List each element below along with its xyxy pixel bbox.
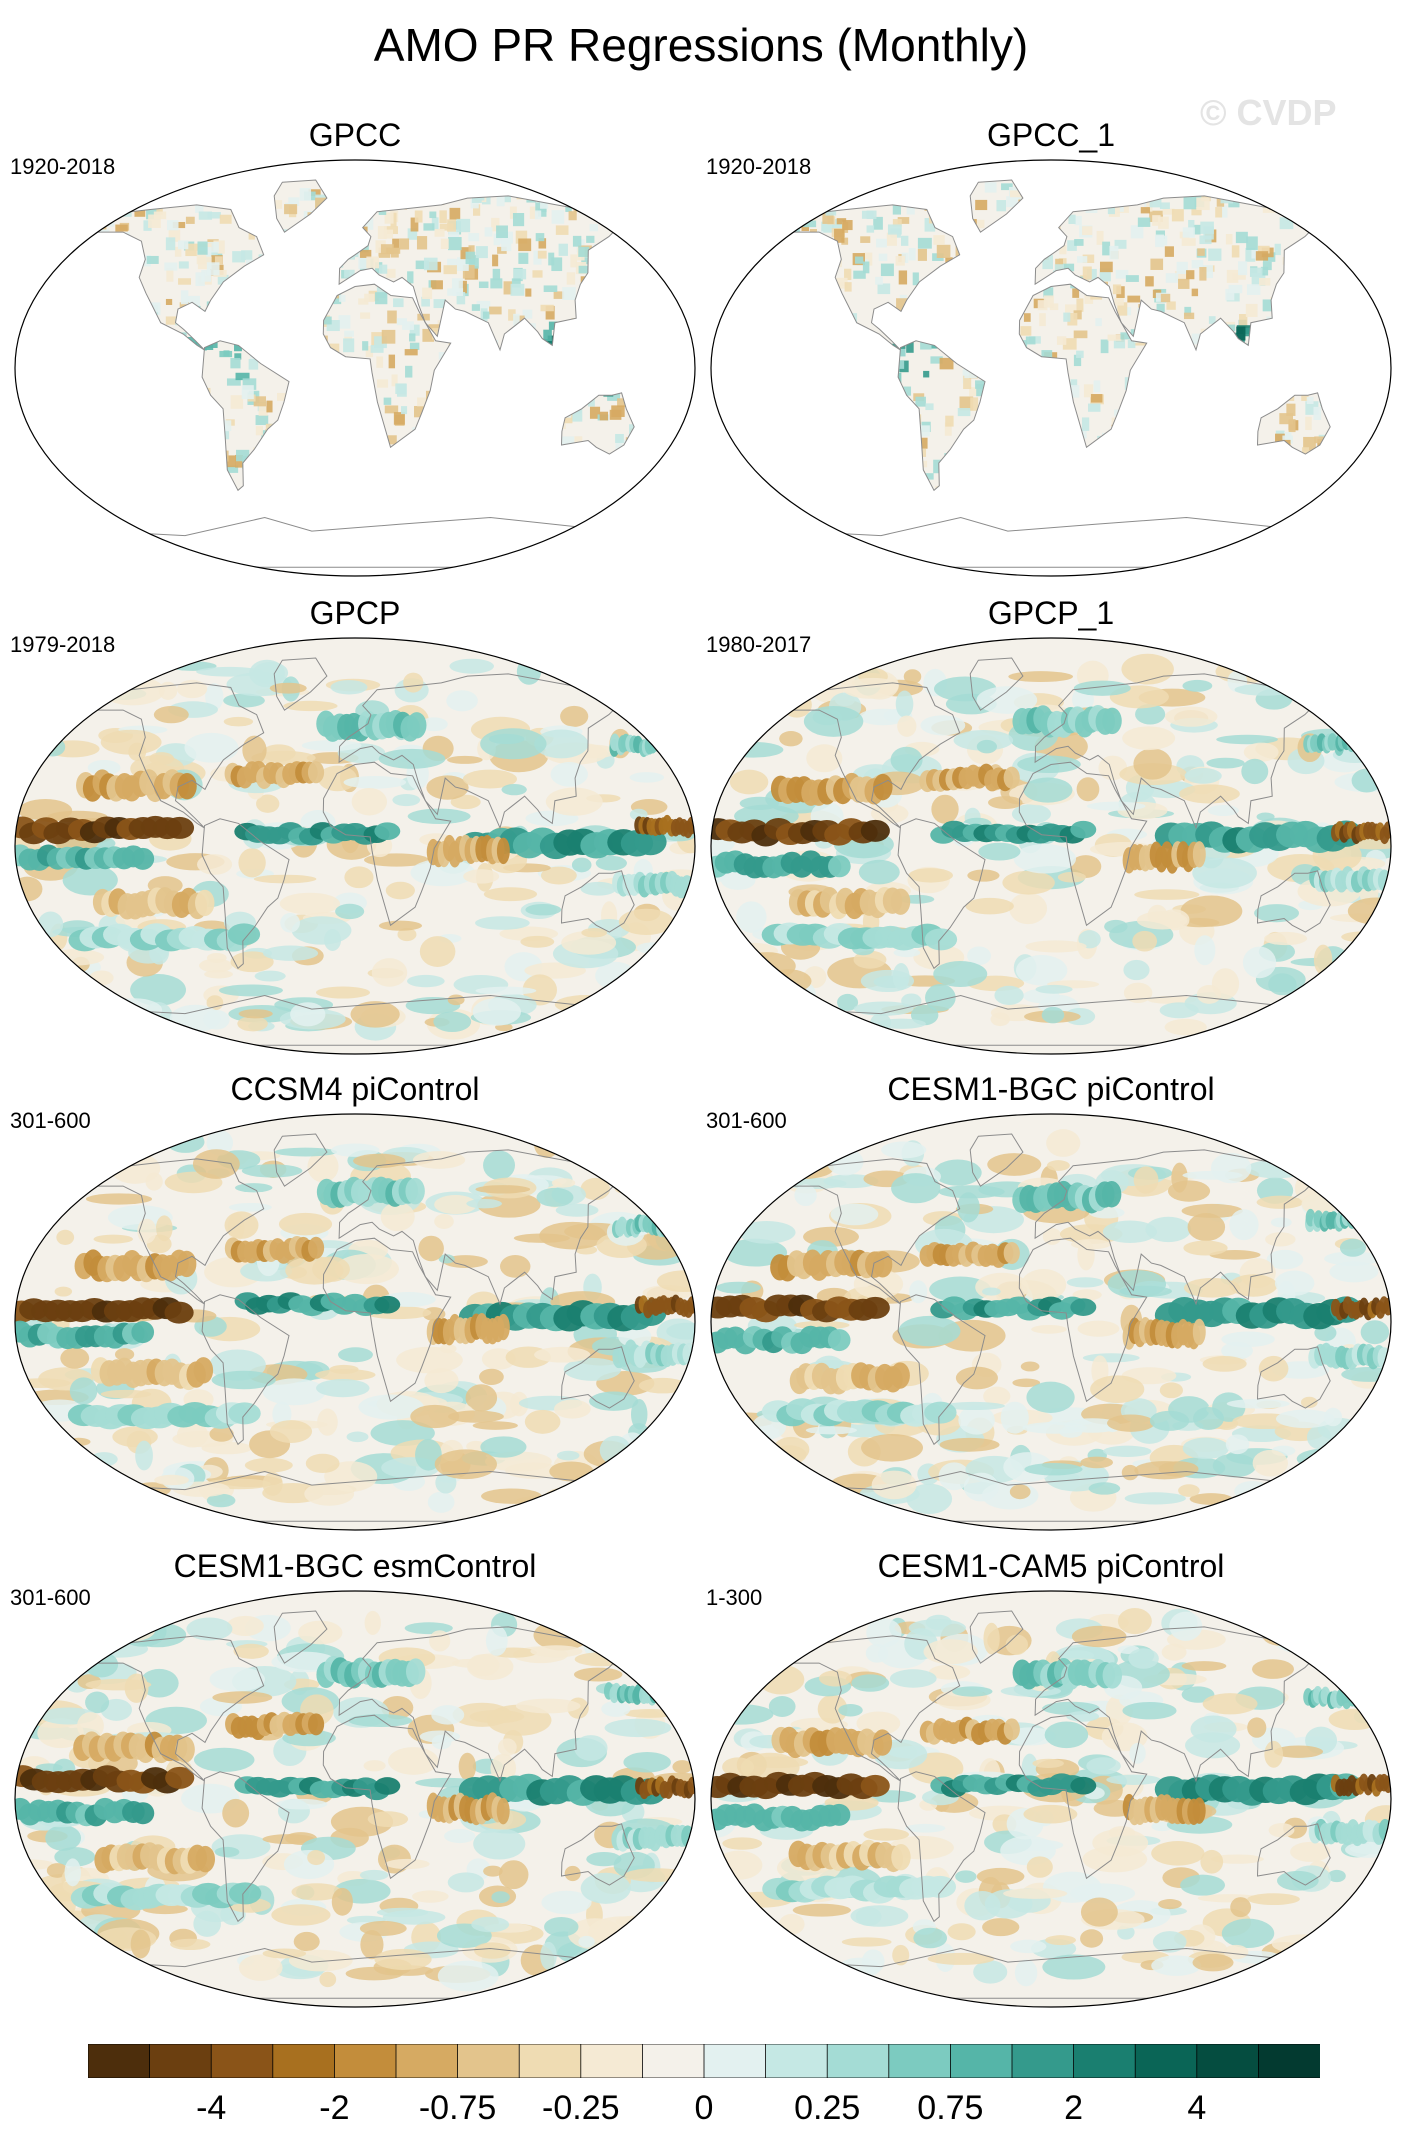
map-gpcp <box>10 634 700 1059</box>
colorbar-label: 4 <box>1187 2089 1207 2127</box>
figure-title: AMO PR Regressions (Monthly) <box>373 19 1029 71</box>
map-gpcp-1 <box>706 634 1396 1059</box>
panel-title: CCSM4 piControl <box>230 1071 480 1107</box>
map-panel-gpcc-1: GPCC_1 1920-2018 <box>706 116 1396 586</box>
panel-period: 1-300 <box>706 1585 763 1610</box>
colorbar-label: -0.25 <box>542 2089 620 2127</box>
colorbar-label: 0 <box>694 2089 714 2127</box>
colorbar-swatch <box>1196 2044 1260 2078</box>
colorbar-swatch <box>888 2044 952 2078</box>
colorbar-swatch <box>457 2044 521 2078</box>
panel-period: 1920-2018 <box>706 154 812 179</box>
panel-title: CESM1-BGC esmControl <box>173 1548 537 1584</box>
colorbar-label: 2 <box>1064 2089 1084 2127</box>
panel-title: GPCC_1 <box>986 117 1116 153</box>
panel-period: 1979-2018 <box>10 632 116 657</box>
colorbar-swatch <box>272 2044 336 2078</box>
colorbar-label: 0.25 <box>794 2089 861 2127</box>
colorbar-swatch <box>1134 2044 1198 2078</box>
panel-title: CESM1-CAM5 piControl <box>877 1548 1225 1584</box>
map-panel-cesm1-bgc-esmcontrol: CESM1-BGC esmControl 301-600 <box>10 1547 700 2017</box>
colorbar-label: -0.75 <box>418 2089 497 2127</box>
colorbar-swatch <box>765 2044 829 2078</box>
colorbar-swatch <box>88 2044 151 2078</box>
panel-title: GPCP <box>309 595 401 631</box>
panel-title: GPCP_1 <box>987 595 1115 631</box>
map-panel-gpcc: GPCC 1920-2018 <box>10 116 700 586</box>
map-panel-gpcp-1: GPCP_1 1980-2017 <box>706 594 1396 1064</box>
colorbar-swatch <box>210 2044 274 2078</box>
panel-period: 301-600 <box>10 1108 91 1133</box>
panel-period: 1980-2017 <box>706 632 812 657</box>
colorbar-swatch <box>642 2044 705 2078</box>
colorbar-swatch <box>1011 2044 1075 2078</box>
colorbar-swatch <box>149 2044 213 2078</box>
colorbar-swatch <box>826 2044 890 2078</box>
map-gpcc-1 <box>706 156 1396 581</box>
panel-title: CESM1-BGC piControl <box>887 1071 1215 1107</box>
colorbar-swatch <box>703 2044 767 2078</box>
colorbar-swatch <box>580 2044 644 2078</box>
panel-period: 301-600 <box>706 1108 787 1133</box>
map-cesm1-bgc-picontrol <box>706 1110 1396 1535</box>
map-panel-ccsm4-picontrol: CCSM4 piControl 301-600 <box>10 1070 700 1540</box>
panel-period: 301-600 <box>10 1585 91 1610</box>
colorbar-label: 0.75 <box>917 2089 984 2127</box>
panel-period: 1920-2018 <box>10 154 116 179</box>
colorbar-swatch <box>1073 2044 1137 2078</box>
map-panel-cesm1-bgc-picontrol: CESM1-BGC piControl 301-600 <box>706 1070 1396 1540</box>
colorbar-label: -4 <box>196 2089 227 2127</box>
colorbar-swatch <box>333 2044 397 2078</box>
colorbar-swatch <box>1258 2044 1320 2078</box>
map-panel-gpcp: GPCP 1979-2018 <box>10 594 700 1064</box>
map-panel-cesm1-cam5-picontrol: CESM1-CAM5 piControl 1-300 <box>706 1547 1396 2017</box>
panel-title: GPCC <box>308 117 402 153</box>
map-cesm1-bgc-esmcontrol <box>10 1587 700 2012</box>
colorbar-swatch <box>950 2044 1013 2078</box>
map-gpcc <box>10 156 700 581</box>
colorbar <box>88 2044 1320 2078</box>
colorbar-label: -2 <box>319 2089 350 2127</box>
colorbar-swatch <box>518 2044 582 2078</box>
map-cesm1-cam5-picontrol <box>706 1587 1396 2012</box>
map-ccsm4-picontrol <box>10 1110 700 1535</box>
watermark: © CVDP <box>1200 92 1337 133</box>
colorbar-swatch <box>395 2044 459 2078</box>
